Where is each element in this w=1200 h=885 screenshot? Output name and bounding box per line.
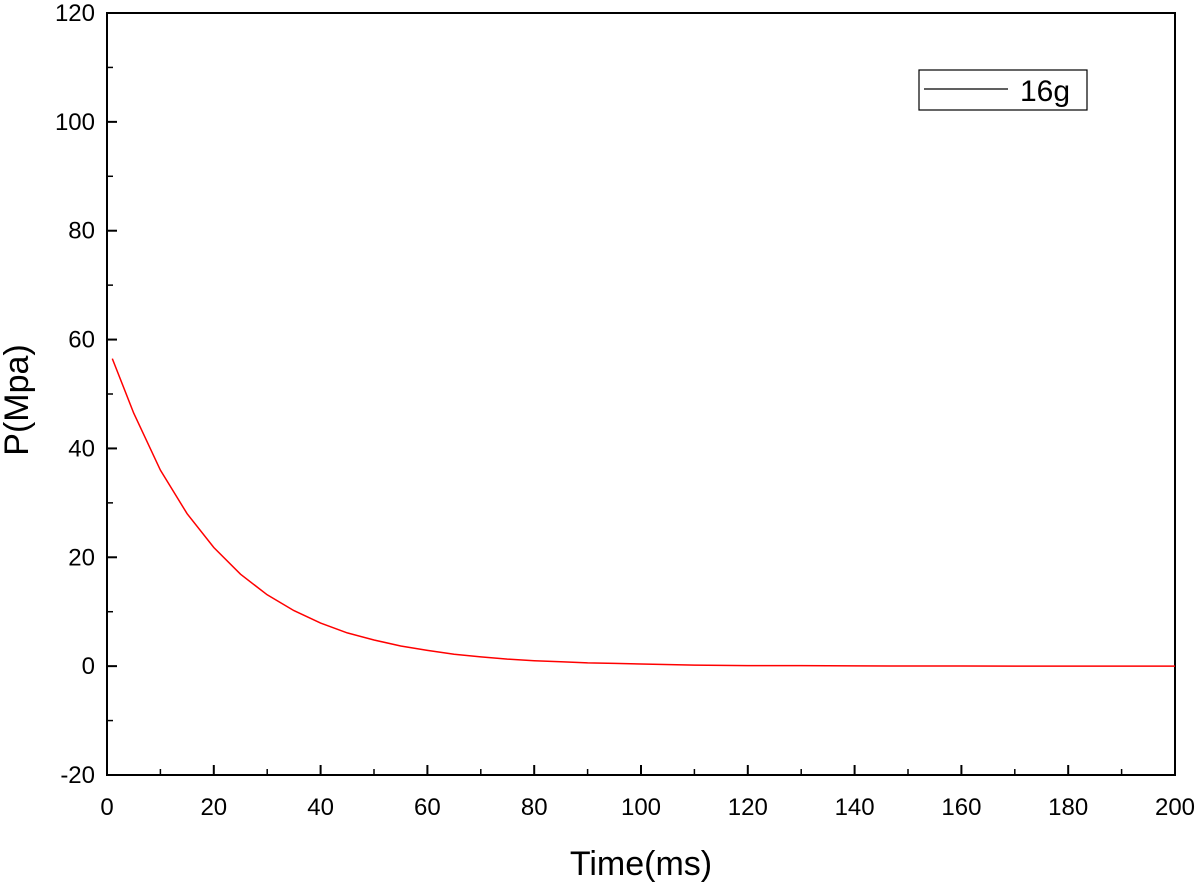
x-tick-label: 60 <box>414 794 441 821</box>
y-tick-label: 0 <box>82 653 95 680</box>
x-tick-label: 160 <box>941 794 981 821</box>
x-tick-label: 20 <box>200 794 227 821</box>
y-tick-label: 40 <box>68 435 95 462</box>
x-tick-label: 0 <box>100 794 113 821</box>
series-line <box>111 358 1175 667</box>
legend: 16g <box>918 69 1088 111</box>
series-layer <box>111 358 1175 667</box>
x-tick-label: 140 <box>835 794 875 821</box>
x-tick-label: 100 <box>621 794 661 821</box>
y-tick-label: 120 <box>55 0 95 27</box>
y-tick-label: 60 <box>68 327 95 354</box>
y-tick-label: 80 <box>68 218 95 245</box>
legend-box <box>918 69 1088 111</box>
plot-frame <box>106 12 1176 776</box>
x-tick-label: 120 <box>728 794 768 821</box>
x-tick-label: 80 <box>521 794 548 821</box>
y-tick-label: 100 <box>55 109 95 136</box>
x-tick-label: 180 <box>1048 794 1088 821</box>
y-axis-title: P(Mpa) <box>0 344 36 455</box>
x-axis-title: Time(ms) <box>570 845 712 883</box>
x-axis-ticks: 0 20 40 60 80 100 120 140 160 180 200 <box>100 765 1195 821</box>
x-tick-label: 40 <box>307 794 334 821</box>
legend-label: 16g <box>1020 75 1070 108</box>
x-tick-label: 200 <box>1155 794 1195 821</box>
y-tick-label: 20 <box>68 544 95 571</box>
y-tick-label: -20 <box>60 762 95 789</box>
y-axis-ticks: -20 0 20 40 60 80 100 120 <box>55 0 117 789</box>
